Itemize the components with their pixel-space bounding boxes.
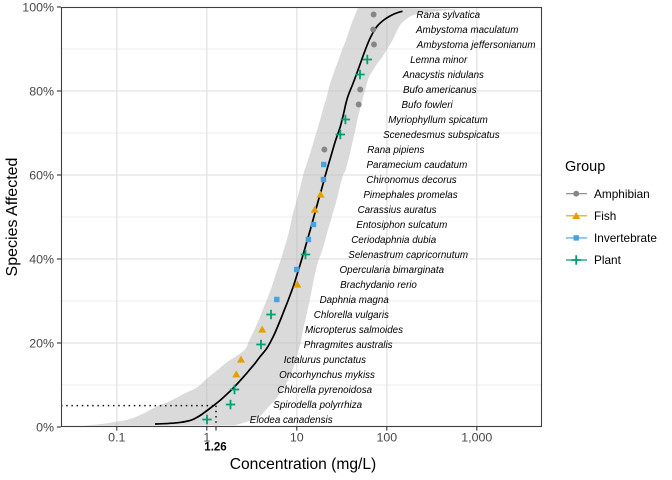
svg-text:Selenastrum capricornutum: Selenastrum capricornutum	[348, 250, 468, 261]
svg-text:Group: Group	[565, 159, 605, 175]
svg-text:80%: 80%	[29, 84, 54, 98]
svg-text:0%: 0%	[36, 420, 54, 434]
svg-text:1: 1	[203, 431, 210, 445]
svg-text:Plant: Plant	[594, 253, 622, 267]
svg-text:Elodea canadensis: Elodea canadensis	[250, 415, 333, 426]
svg-text:Invertebrate: Invertebrate	[594, 231, 657, 245]
svg-text:Fish: Fish	[594, 209, 616, 223]
svg-text:60%: 60%	[29, 168, 54, 182]
svg-text:Carassius auratus: Carassius auratus	[358, 205, 437, 216]
svg-text:Phragmites australis: Phragmites australis	[304, 340, 393, 351]
svg-text:Paramecium caudatum: Paramecium caudatum	[367, 160, 468, 171]
svg-text:Concentration (mg/L): Concentration (mg/L)	[230, 456, 376, 473]
svg-text:Ceriodaphnia dubia: Ceriodaphnia dubia	[351, 235, 437, 246]
svg-text:1.26: 1.26	[204, 442, 226, 454]
svg-text:Lemna minor: Lemna minor	[410, 55, 468, 66]
svg-text:10: 10	[290, 431, 304, 445]
svg-text:Bufo fowleri: Bufo fowleri	[402, 100, 454, 111]
svg-text:Entosiphon sulcatum: Entosiphon sulcatum	[356, 220, 447, 231]
svg-text:Anacystis nidulans: Anacystis nidulans	[402, 70, 484, 81]
svg-text:Oncorhynchus mykiss: Oncorhynchus mykiss	[279, 370, 375, 381]
svg-text:Species Affected: Species Affected	[4, 158, 21, 277]
svg-text:Ambystoma jeffersonianum: Ambystoma jeffersonianum	[416, 40, 536, 51]
svg-text:Rana sylvatica: Rana sylvatica	[416, 10, 480, 21]
svg-text:Brachydanio rerio: Brachydanio rerio	[340, 280, 417, 291]
svg-text:100: 100	[376, 431, 397, 445]
svg-text:Micropterus salmoides: Micropterus salmoides	[305, 325, 403, 336]
svg-text:40%: 40%	[29, 252, 54, 266]
svg-text:Daphnia magna: Daphnia magna	[320, 295, 390, 306]
svg-text:Chironomus decorus: Chironomus decorus	[366, 175, 456, 186]
svg-text:20%: 20%	[29, 336, 54, 350]
svg-text:Scenedesmus subspicatus: Scenedesmus subspicatus	[383, 130, 500, 141]
svg-text:Ambystoma maculatum: Ambystoma maculatum	[415, 25, 518, 36]
svg-text:Spirodella polyrrhiza: Spirodella polyrrhiza	[273, 400, 362, 411]
svg-text:Chlorella pyrenoidosa: Chlorella pyrenoidosa	[277, 385, 372, 396]
svg-text:Bufo americanus: Bufo americanus	[403, 85, 477, 96]
svg-text:Ictalurus punctatus: Ictalurus punctatus	[284, 355, 366, 366]
svg-text:Amphibian: Amphibian	[594, 187, 650, 201]
svg-text:Pimephales promelas: Pimephales promelas	[363, 190, 457, 201]
svg-text:1,000: 1,000	[461, 431, 492, 445]
svg-text:Myriophyllum spicatum: Myriophyllum spicatum	[388, 115, 488, 126]
svg-text:0.1: 0.1	[108, 431, 125, 445]
svg-text:Rana pipiens: Rana pipiens	[367, 145, 424, 156]
svg-text:Opercularia bimarginata: Opercularia bimarginata	[340, 265, 445, 276]
svg-text:Chlorella vulgaris: Chlorella vulgaris	[314, 310, 389, 321]
svg-text:100%: 100%	[22, 0, 54, 14]
